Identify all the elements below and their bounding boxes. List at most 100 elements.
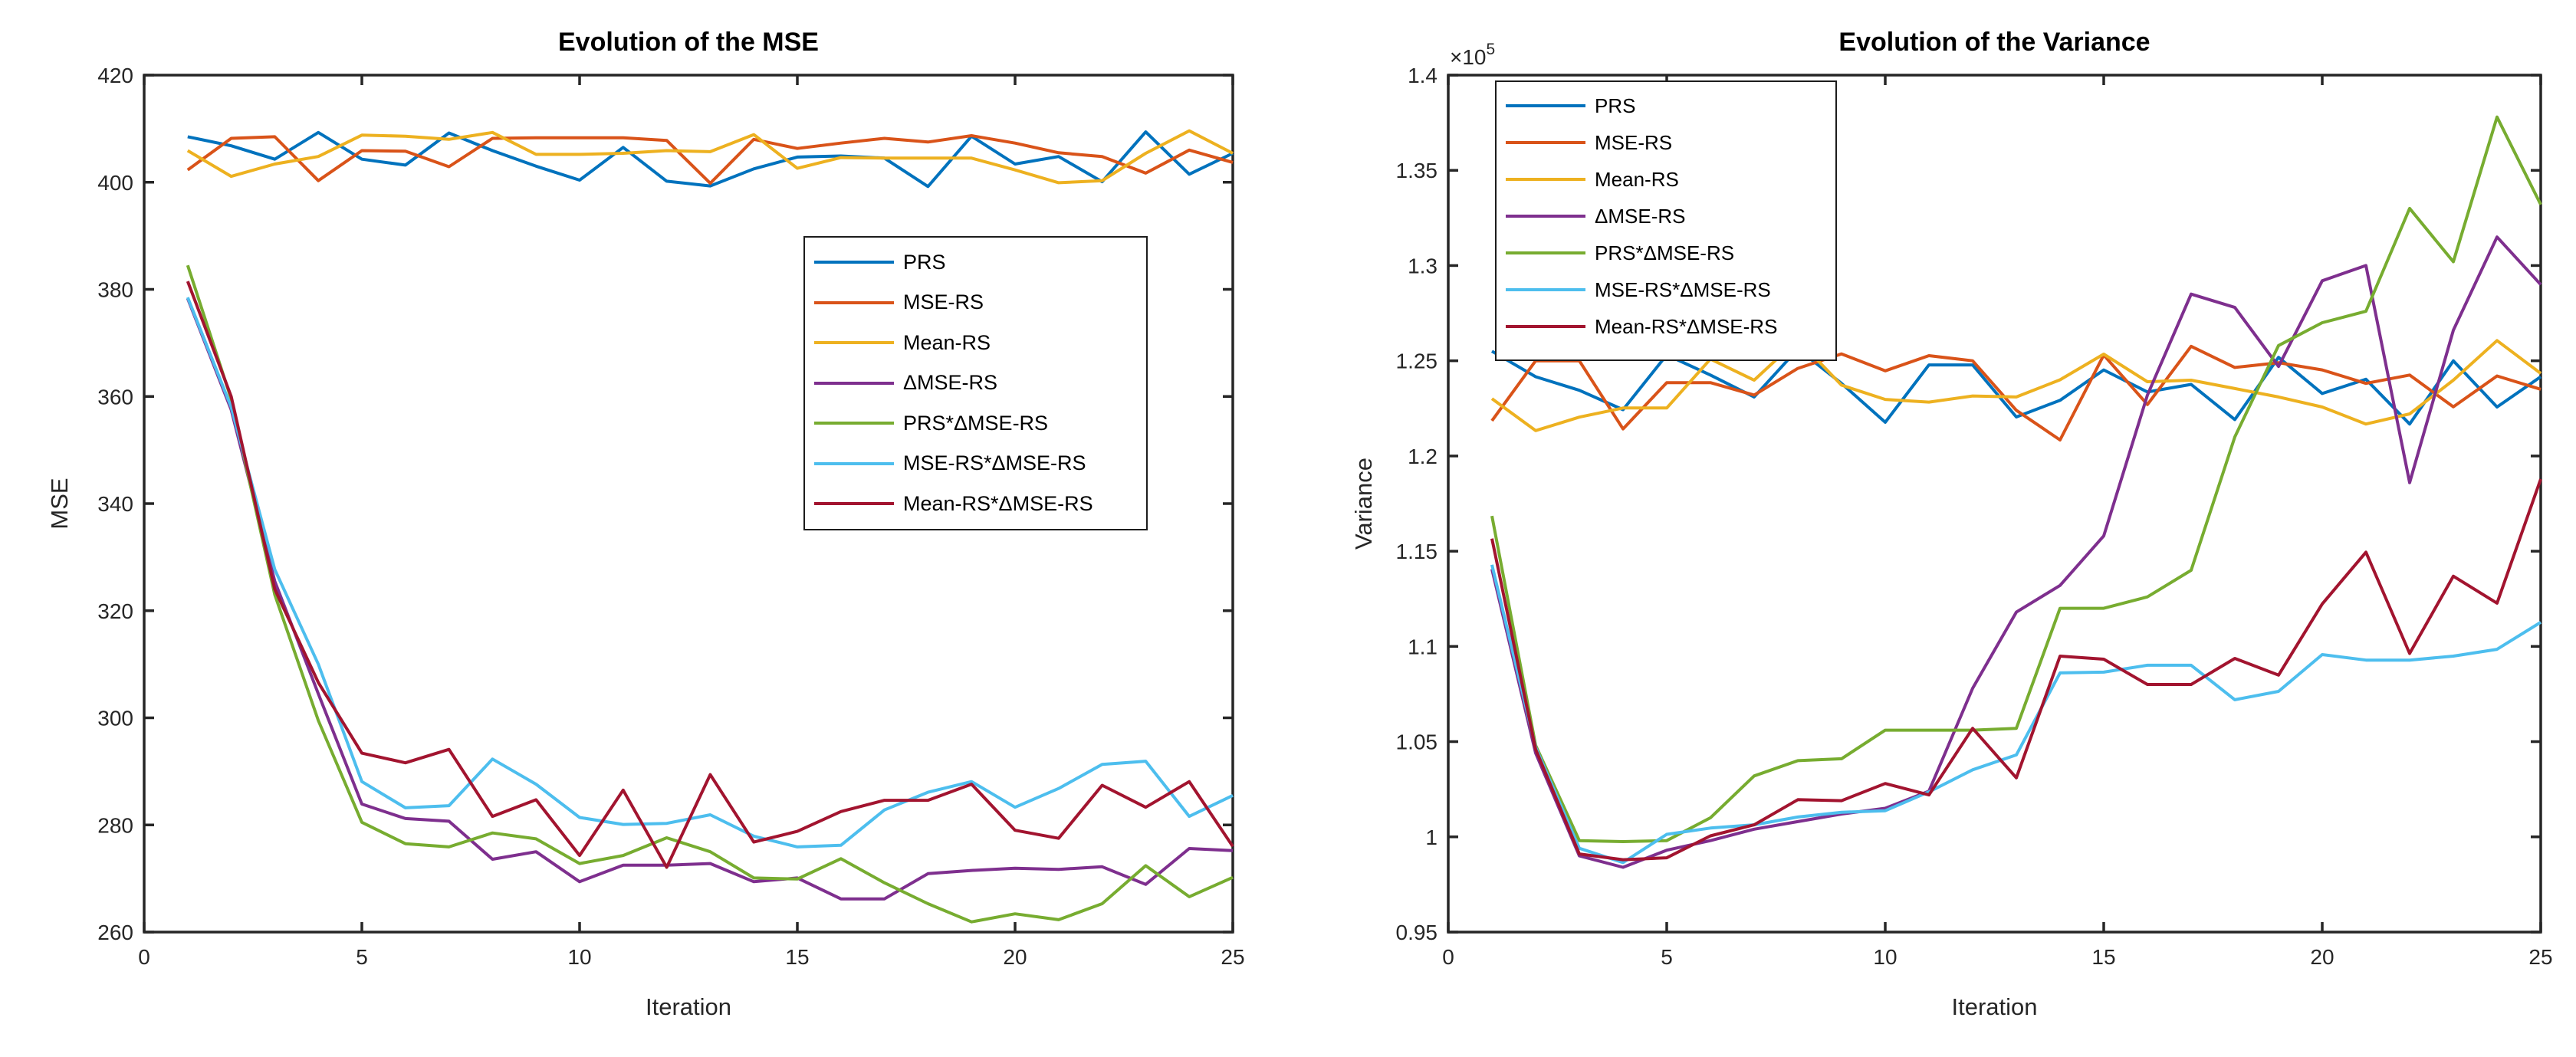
y-tick-label: 340 bbox=[97, 492, 133, 516]
legend-item: MSE-RS bbox=[1497, 129, 1835, 156]
plot-area-border bbox=[143, 74, 1234, 934]
x-axis-label: Iteration bbox=[646, 993, 731, 1020]
legend-line-sample bbox=[1506, 251, 1585, 254]
y-axis-label: Variance bbox=[1350, 458, 1377, 550]
legend-line-sample bbox=[814, 261, 894, 264]
series-line-MSE-RS*ΔMSE-RS bbox=[186, 297, 1234, 849]
x-tick-label: 20 bbox=[1003, 945, 1027, 969]
x-axis-label: Iteration bbox=[1951, 993, 2037, 1020]
legend-label: PRS*ΔMSE-RS bbox=[1595, 241, 1735, 264]
legend-line-sample bbox=[1506, 288, 1585, 291]
series-line-Mean-RS*ΔMSE-RS bbox=[1490, 478, 2542, 862]
y-tick-label: 280 bbox=[97, 813, 133, 837]
legend-label: ΔMSE-RS bbox=[903, 371, 998, 394]
x-tick-label: 15 bbox=[2091, 945, 2115, 969]
legend-label: ΔMSE-RS bbox=[1595, 204, 1686, 228]
legend-label: PRS*ΔMSE-RS bbox=[903, 411, 1049, 435]
plot-area-border bbox=[1447, 74, 2542, 934]
y-tick-label: 380 bbox=[97, 278, 133, 302]
legend-item: MSE-RS*ΔMSE-RS bbox=[1497, 276, 1835, 304]
legend-item: ΔMSE-RS bbox=[805, 369, 1146, 397]
series-line-PRS*ΔMSE-RS bbox=[186, 264, 1234, 924]
series-line-Mean-RS bbox=[1490, 338, 2542, 432]
x-tick-label: 20 bbox=[2310, 945, 2334, 969]
chart-title: Evolution of the Variance bbox=[1838, 28, 2150, 57]
y-tick-label: 1 bbox=[1425, 826, 1438, 849]
legend-item: Mean-RS*ΔMSE-RS bbox=[805, 490, 1146, 517]
x-tick-label: 0 bbox=[1442, 945, 1454, 969]
x-tick-label: 15 bbox=[785, 945, 809, 969]
legend-item: PRS bbox=[1497, 92, 1835, 120]
series-line-Mean-RS*ΔMSE-RS bbox=[186, 281, 1234, 869]
legend-line-sample bbox=[814, 300, 894, 304]
legend-item: Mean-RS bbox=[805, 329, 1146, 356]
legend-line-sample bbox=[814, 341, 894, 344]
y-tick-label: 0.95 bbox=[1396, 921, 1438, 944]
legend-label: MSE-RS*ΔMSE-RS bbox=[1595, 277, 1771, 301]
panel-mse: 0 5 10 15 20 25 260 280 300 320 340 360 380 400 420 Evo… bbox=[46, 28, 1245, 1020]
x-tick-label: 5 bbox=[1661, 945, 1673, 969]
x-tick-label: 10 bbox=[1873, 945, 1897, 969]
y-tick-label: 1.1 bbox=[1408, 635, 1438, 658]
legend-label: Mean-RS bbox=[1595, 167, 1679, 191]
y-tick-label: 420 bbox=[97, 64, 133, 87]
legend-item: PRS*ΔMSE-RS bbox=[1497, 239, 1835, 267]
y-tick-label: 1.05 bbox=[1396, 730, 1438, 754]
series-line-MSE-RS bbox=[186, 134, 1234, 185]
x-tick-label: 0 bbox=[138, 945, 150, 969]
y-tick-label: 360 bbox=[97, 385, 133, 409]
series-line-MSE-RS bbox=[1490, 344, 2542, 442]
series-line-MSE-RS*ΔMSE-RS bbox=[1490, 564, 2542, 865]
legend-line-sample bbox=[1506, 178, 1585, 181]
series-line-Mean-RS bbox=[186, 129, 1234, 185]
legend-label: Mean-RS bbox=[903, 330, 991, 354]
legend-line-sample bbox=[1506, 325, 1585, 328]
legend-label: Mean-RS*ΔMSE-RS bbox=[1595, 314, 1778, 338]
series-line-ΔMSE-RS bbox=[1490, 235, 2542, 869]
y-tick-label: 1.15 bbox=[1396, 540, 1438, 563]
y-tick-label: 400 bbox=[97, 171, 133, 195]
legend-line-sample bbox=[1506, 104, 1585, 107]
panel-variance: 0 5 10 15 20 25 0.95 1 1.05 1.1 1.15 1.2 1.25 1.3 1.35… bbox=[1350, 28, 2553, 1020]
x-tick-label: 25 bbox=[2528, 945, 2552, 969]
y-tick-label: 1.4 bbox=[1408, 64, 1438, 87]
legend-item: MSE-RS*ΔMSE-RS bbox=[805, 450, 1146, 478]
chart-title: Evolution of the MSE bbox=[558, 28, 819, 57]
legend-mse: PRS MSE-RS Mean-RS ΔMSE-RS PRS*ΔMSE-RS MSE-RS… bbox=[803, 236, 1148, 530]
legend-line-sample bbox=[1506, 141, 1585, 144]
y-tick-label: 1.35 bbox=[1396, 159, 1438, 182]
legend-line-sample bbox=[814, 422, 894, 425]
legend-item: Mean-RS*ΔMSE-RS bbox=[1497, 313, 1835, 340]
y-tick-label: 300 bbox=[97, 707, 133, 730]
legend-line-sample bbox=[814, 381, 894, 385]
legend-label: MSE-RS bbox=[903, 291, 984, 313]
legend-item: PRS*ΔMSE-RS bbox=[805, 409, 1146, 437]
legend-label: Mean-RS*ΔMSE-RS bbox=[903, 491, 1093, 515]
legend-label: MSE-RS*ΔMSE-RS bbox=[903, 451, 1086, 474]
y-tick-label: 1.25 bbox=[1396, 350, 1438, 373]
y-tick-label: 1.3 bbox=[1408, 254, 1438, 277]
legend-line-sample bbox=[814, 502, 894, 505]
y-axis-label: MSE bbox=[46, 478, 73, 529]
series-line-ΔMSE-RS bbox=[186, 297, 1234, 901]
series-line-PRS*ΔMSE-RS bbox=[1490, 115, 2542, 843]
x-tick-label: 10 bbox=[567, 945, 591, 969]
legend-item: PRS bbox=[805, 248, 1146, 276]
y-exponent-label: ×105 bbox=[1450, 41, 1495, 69]
legend-item: Mean-RS bbox=[1497, 166, 1835, 193]
y-tick-label: 1.2 bbox=[1408, 445, 1438, 468]
legend-variance: PRS MSE-RS Mean-RS ΔMSE-RS PRS*ΔMSE-RS MSE-RS… bbox=[1495, 80, 1837, 361]
x-tick-label: 5 bbox=[356, 945, 368, 969]
legend-line-sample bbox=[814, 461, 894, 465]
legend-line-sample bbox=[1506, 215, 1585, 218]
y-tick-label: 260 bbox=[97, 921, 133, 944]
legend-item: ΔMSE-RS bbox=[1497, 202, 1835, 230]
legend-label: PRS bbox=[903, 250, 946, 274]
legend-label: MSE-RS bbox=[1595, 130, 1673, 154]
series-line-PRS bbox=[187, 130, 1234, 189]
legend-label: PRS bbox=[1595, 94, 1636, 117]
legend-item: MSE-RS bbox=[805, 289, 1146, 317]
y-tick-label: 320 bbox=[97, 599, 133, 623]
